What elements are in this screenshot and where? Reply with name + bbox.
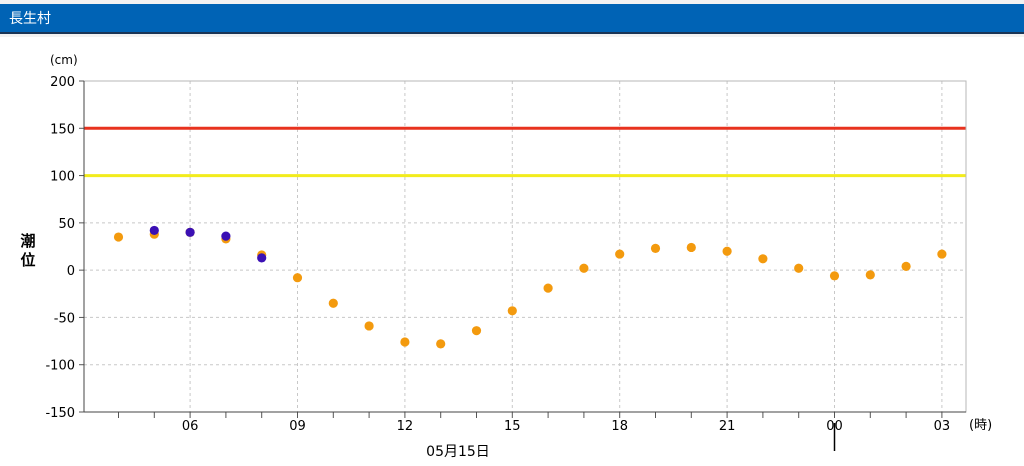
station-title: 長生村 — [9, 11, 51, 27]
x-tick-label: 09 — [289, 419, 306, 434]
x-tick-label: 21 — [719, 419, 736, 434]
tide-point — [650, 243, 661, 253]
y-tick-label: 100 — [50, 170, 75, 185]
x-tick-label: 12 — [397, 419, 414, 434]
tide-point — [471, 326, 482, 336]
tide-point — [686, 242, 696, 253]
tide-point — [400, 337, 410, 347]
axes — [79, 80, 966, 451]
plot-frame — [83, 80, 967, 413]
tide-point — [292, 273, 303, 283]
tide-point — [364, 321, 374, 331]
observed-point — [221, 231, 231, 241]
observed-point — [257, 253, 267, 263]
title-band: 長生村 — [0, 4, 1024, 34]
observed-point — [149, 225, 159, 236]
y-tick-label: -150 — [45, 406, 75, 421]
tide-point — [865, 270, 875, 280]
tide-point — [794, 263, 804, 273]
x-tick-label: 03 — [934, 419, 951, 434]
observed-point — [185, 227, 195, 237]
y-tick-label: 200 — [50, 75, 75, 90]
tide-point — [113, 232, 124, 242]
tide-point — [937, 249, 947, 259]
reference-lines — [84, 126, 966, 178]
y-axis-label-1: 潮 — [20, 232, 35, 250]
x-unit-label: (時) — [969, 418, 992, 433]
y-tick-label: 0 — [67, 264, 75, 279]
x-tick-label: 15 — [504, 419, 521, 434]
grid-lines — [84, 81, 966, 412]
y-unit-label: (cm) — [50, 53, 78, 67]
date-label: 05月15日 — [426, 444, 490, 460]
tide-point — [543, 283, 553, 293]
tide-point — [507, 306, 517, 316]
y-tick-label: 150 — [50, 122, 75, 137]
tide-point — [758, 254, 768, 264]
tide-point — [722, 246, 732, 256]
y-tick-label: -50 — [54, 311, 75, 326]
tide-point — [615, 249, 625, 259]
x-tick-label: 18 — [611, 419, 628, 434]
data-points — [113, 225, 947, 349]
tide-point — [901, 261, 911, 271]
tide-point — [328, 298, 338, 308]
x-tick-label: 06 — [182, 419, 199, 434]
tide-point — [579, 263, 589, 273]
tick-labels: 200 150 100 50 0 -50 -100 -150 06 09 12 15 18 21 00 03 — [45, 75, 950, 434]
title-bar: 長生村 — [0, 0, 1024, 37]
y-tick-label: 50 — [58, 217, 75, 232]
y-tick-label: -100 — [45, 359, 75, 374]
y-axis-label-2: 位 — [20, 251, 35, 269]
x-tick-label: 00 — [826, 419, 843, 434]
tide-point — [436, 339, 446, 349]
tide-point — [829, 271, 840, 281]
